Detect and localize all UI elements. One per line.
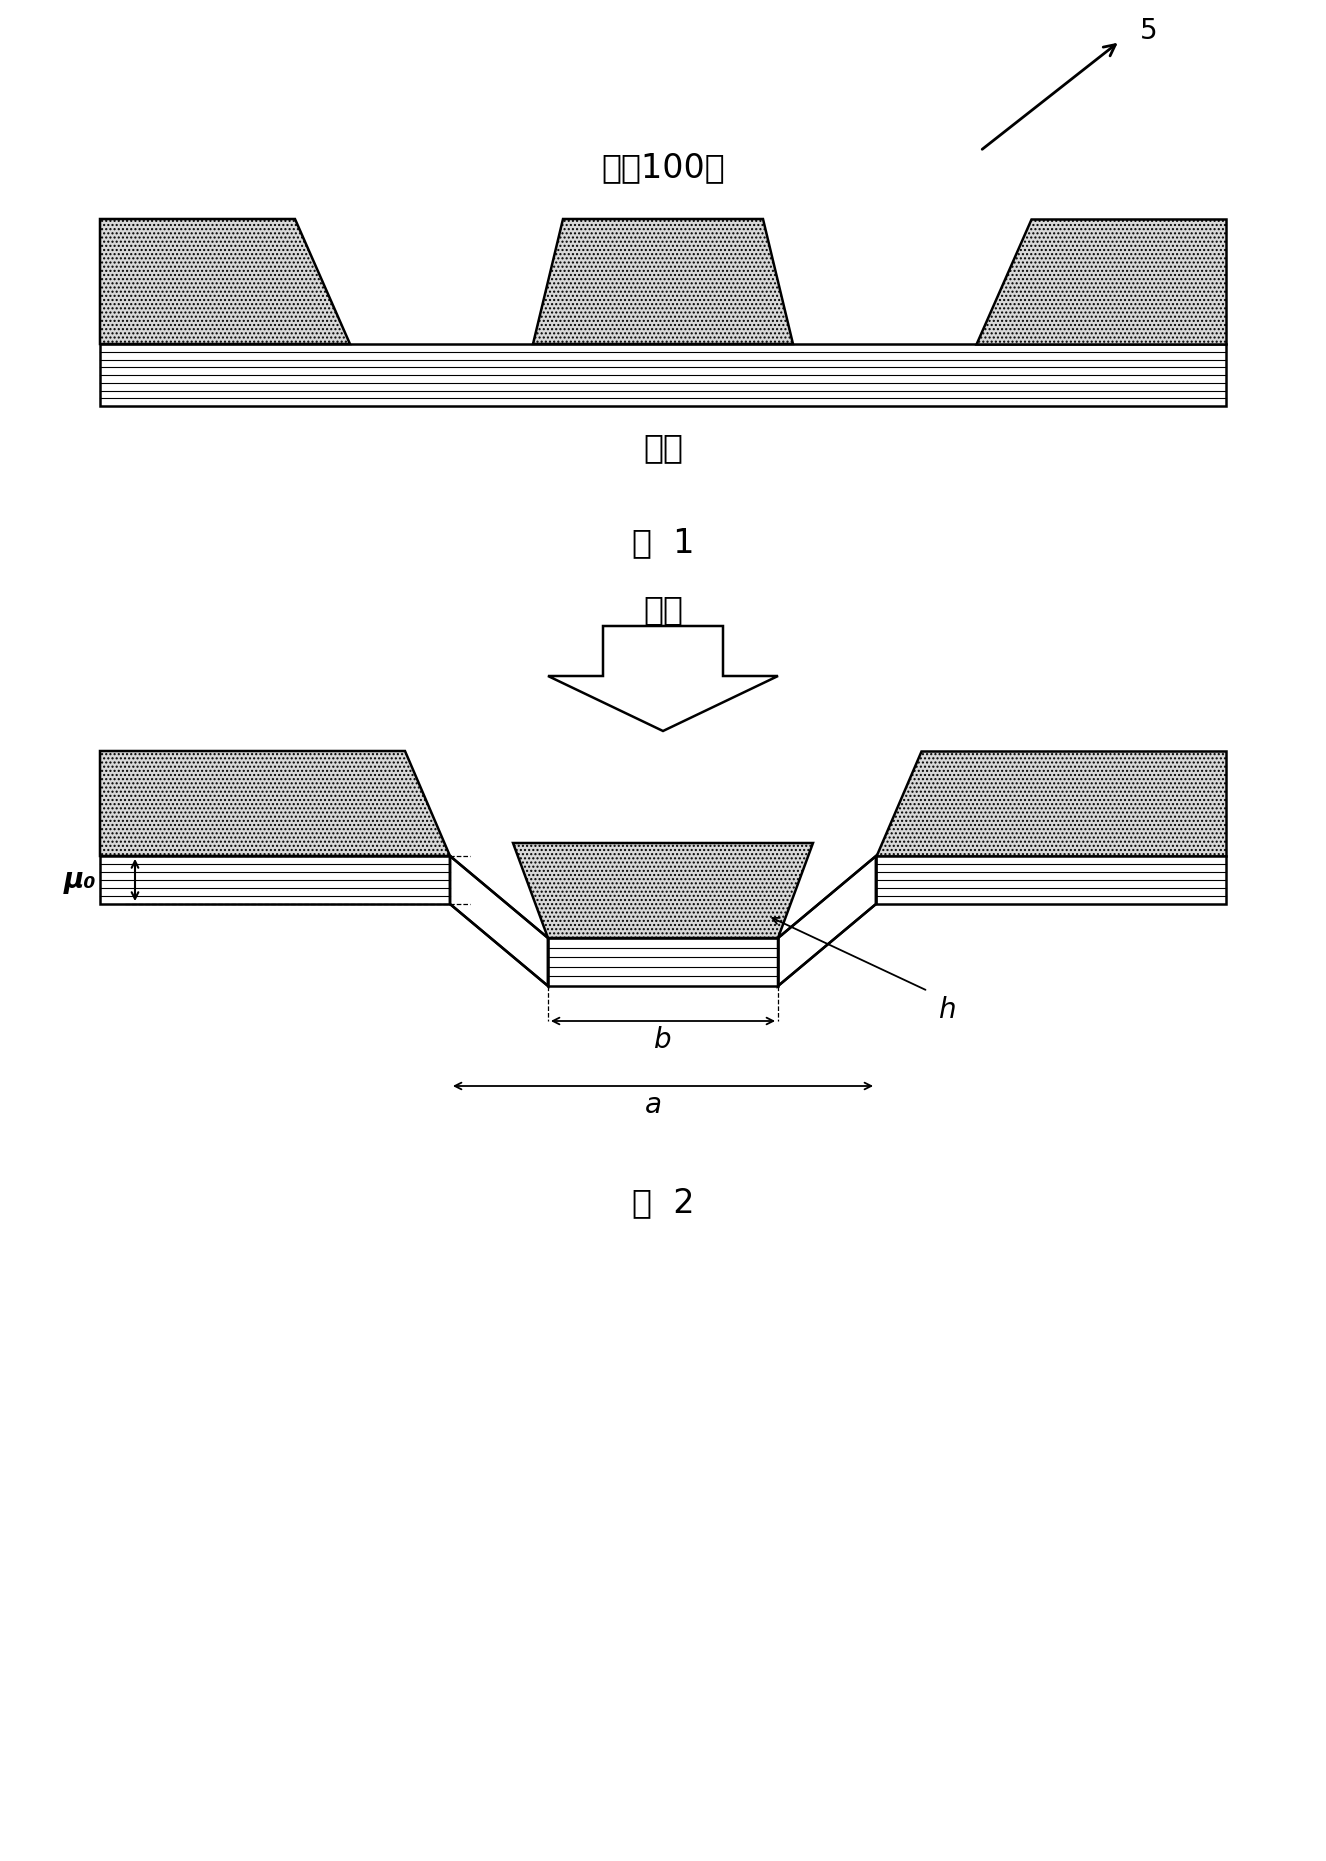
Polygon shape xyxy=(99,752,450,856)
Text: 图  2: 图 2 xyxy=(631,1185,695,1219)
Text: 图  1: 图 1 xyxy=(631,527,695,558)
Text: 薄膜: 薄膜 xyxy=(643,432,683,463)
Text: μ₀: μ₀ xyxy=(64,865,97,893)
Polygon shape xyxy=(99,856,450,904)
Text: a: a xyxy=(644,1091,662,1118)
Text: 硅（100）: 硅（100） xyxy=(601,151,725,184)
Polygon shape xyxy=(513,843,813,938)
Polygon shape xyxy=(976,220,1227,344)
Polygon shape xyxy=(778,856,876,986)
Text: h: h xyxy=(937,996,956,1024)
Polygon shape xyxy=(450,856,548,986)
Text: 5: 5 xyxy=(1140,17,1158,45)
Polygon shape xyxy=(548,938,778,986)
Polygon shape xyxy=(533,220,793,344)
Polygon shape xyxy=(876,856,1227,904)
Polygon shape xyxy=(99,344,1227,406)
Text: 加载: 加载 xyxy=(643,594,683,625)
Polygon shape xyxy=(548,625,778,731)
Polygon shape xyxy=(99,220,350,344)
Text: b: b xyxy=(654,1025,672,1053)
Polygon shape xyxy=(876,752,1227,856)
